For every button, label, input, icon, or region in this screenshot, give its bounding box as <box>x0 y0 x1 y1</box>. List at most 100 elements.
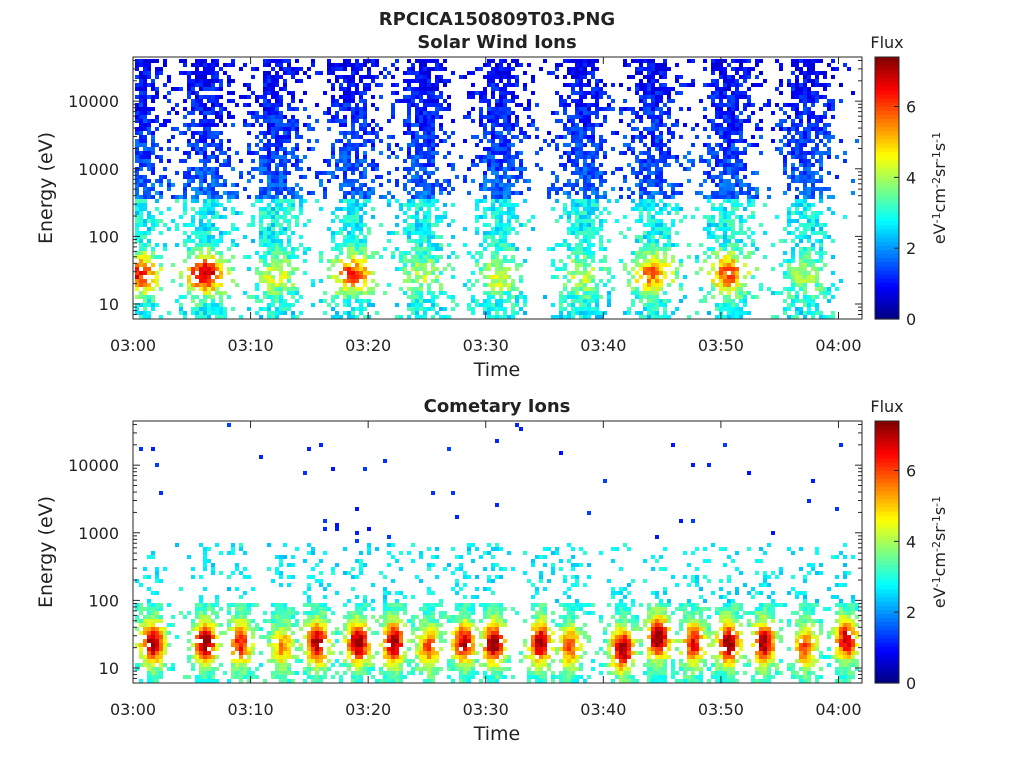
flux-cell <box>343 131 347 135</box>
flux-cell <box>715 91 719 95</box>
flux-cell <box>215 311 219 315</box>
flux-cell <box>731 151 735 155</box>
flux-cell <box>751 171 755 175</box>
flux-cell <box>431 119 435 123</box>
flux-cell <box>155 303 159 307</box>
flux-cell <box>331 239 335 243</box>
flux-cell <box>279 63 283 67</box>
flux-cell <box>171 107 175 111</box>
flux-cell <box>791 151 795 155</box>
flux-cell <box>519 63 523 67</box>
flux-cell <box>427 91 431 95</box>
flux-cell <box>723 79 727 83</box>
flux-cell <box>635 251 639 255</box>
flux-cell <box>203 111 207 115</box>
flux-cell <box>331 247 335 251</box>
flux-cell <box>471 91 475 95</box>
flux-cell <box>799 87 803 91</box>
flux-cell <box>419 71 423 75</box>
flux-cell <box>795 243 799 247</box>
flux-cell <box>135 235 139 239</box>
flux-cell <box>703 159 707 163</box>
flux-cell <box>355 143 359 147</box>
flux-cell <box>735 91 739 95</box>
flux-cell <box>811 183 815 187</box>
flux-cell <box>651 135 655 139</box>
flux-cell <box>667 263 671 267</box>
flux-cell <box>647 251 651 255</box>
flux-cell <box>147 67 151 71</box>
flux-cell <box>671 123 675 127</box>
flux-cell <box>559 163 563 167</box>
flux-cell <box>723 275 727 279</box>
flux-cell <box>511 311 515 315</box>
flux-cell <box>263 239 267 243</box>
flux-cell <box>355 215 359 219</box>
flux-cell <box>363 75 367 79</box>
flux-cell <box>223 159 227 163</box>
flux-cell <box>567 143 571 147</box>
flux-cell <box>779 119 783 123</box>
flux-cell <box>319 183 323 187</box>
flux-cell <box>431 67 435 71</box>
flux-cell <box>599 243 603 247</box>
flux-cell <box>263 291 267 295</box>
flux-cell <box>719 103 723 107</box>
flux-cell <box>343 107 347 111</box>
flux-cell <box>635 135 639 139</box>
flux-cell <box>731 183 735 187</box>
flux-cell <box>435 303 439 307</box>
flux-cell <box>347 239 351 243</box>
flux-cell <box>795 307 799 311</box>
flux-cell <box>595 227 599 231</box>
flux-cell <box>195 63 199 67</box>
flux-cell <box>663 315 667 319</box>
flux-cell <box>487 79 491 83</box>
flux-cell <box>135 175 139 179</box>
flux-cell <box>575 59 579 63</box>
flux-cell <box>143 159 147 163</box>
flux-cell <box>575 79 579 83</box>
flux-cell <box>439 291 443 295</box>
flux-cell <box>595 155 599 159</box>
flux-cell <box>803 183 807 187</box>
flux-cell <box>511 175 515 179</box>
flux-cell <box>503 171 507 175</box>
flux-cell <box>207 183 211 187</box>
flux-cell <box>283 167 287 171</box>
flux-cell <box>623 311 627 315</box>
flux-cell <box>231 307 235 311</box>
flux-cell <box>167 159 171 163</box>
flux-cell <box>491 59 495 63</box>
flux-cell <box>571 307 575 311</box>
flux-cell <box>807 275 811 279</box>
flux-cell <box>599 95 603 99</box>
flux-cell <box>183 183 187 187</box>
flux-cell <box>319 71 323 75</box>
flux-cell <box>711 283 715 287</box>
flux-cell <box>643 243 647 247</box>
flux-cell <box>559 303 563 307</box>
flux-cell <box>203 135 207 139</box>
flux-cell <box>811 127 815 131</box>
flux-cell <box>155 59 159 63</box>
flux-cell <box>487 75 491 79</box>
flux-cell <box>559 295 563 299</box>
flux-cell <box>283 123 287 127</box>
flux-cell <box>279 283 283 287</box>
flux-cell <box>207 171 211 175</box>
flux-cell <box>183 315 187 319</box>
flux-cell <box>743 71 747 75</box>
flux-cell <box>651 271 655 275</box>
flux-cell <box>211 123 215 127</box>
flux-cell <box>239 95 243 99</box>
flux-cell <box>487 263 491 267</box>
flux-cell <box>295 315 299 319</box>
flux-cell <box>567 159 571 163</box>
flux-cell <box>491 131 495 135</box>
flux-cell <box>491 203 495 207</box>
flux-cell <box>591 159 595 163</box>
flux-cell <box>335 175 339 179</box>
flux-cell <box>187 175 191 179</box>
flux-cell <box>727 103 731 107</box>
